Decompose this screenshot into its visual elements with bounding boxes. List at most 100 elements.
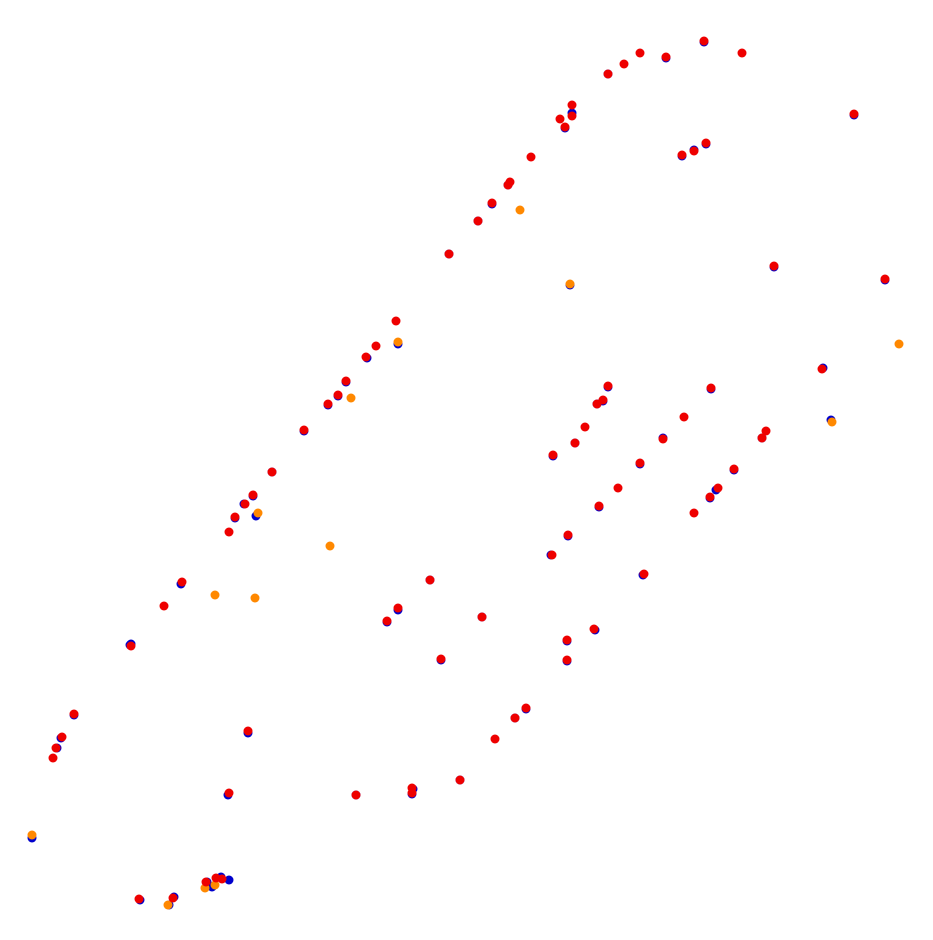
- series-layer: [27, 36, 904, 910]
- data-point: [163, 900, 173, 910]
- data-point: [701, 138, 711, 148]
- data-point: [562, 635, 572, 645]
- data-point: [243, 726, 253, 736]
- data-point: [503, 180, 513, 190]
- data-point: [407, 788, 417, 798]
- data-point: [210, 880, 220, 890]
- data-point: [473, 216, 483, 226]
- data-point: [603, 69, 613, 79]
- data-point: [689, 508, 699, 518]
- data-point: [689, 146, 699, 156]
- data-point: [210, 590, 220, 600]
- data-point: [477, 612, 487, 622]
- data-point: [526, 152, 536, 162]
- data-point: [248, 490, 258, 500]
- data-point: [250, 593, 260, 603]
- data-point: [613, 483, 623, 493]
- data-point: [487, 198, 497, 208]
- data-point: [589, 624, 599, 634]
- data-point: [570, 438, 580, 448]
- data-point: [299, 425, 309, 435]
- data-point: [567, 111, 577, 121]
- data-point: [382, 616, 392, 626]
- data-point: [253, 508, 263, 518]
- data-point: [713, 483, 723, 493]
- data-point: [201, 877, 211, 887]
- data-point: [880, 274, 890, 284]
- data-point: [51, 743, 61, 753]
- series-1: [27, 205, 904, 910]
- data-point: [515, 205, 525, 215]
- data-point: [168, 893, 178, 903]
- data-point: [444, 249, 454, 259]
- data-point: [565, 279, 575, 289]
- data-point: [240, 499, 250, 509]
- data-point: [134, 894, 144, 904]
- data-point: [706, 383, 716, 393]
- data-point: [393, 603, 403, 613]
- data-point: [635, 458, 645, 468]
- data-point: [333, 390, 343, 400]
- data-point: [393, 337, 403, 347]
- data-point: [849, 109, 859, 119]
- data-point: [351, 790, 361, 800]
- data-point: [677, 150, 687, 160]
- data-point: [661, 52, 671, 62]
- data-point: [436, 654, 446, 664]
- data-point: [177, 577, 187, 587]
- data-point: [217, 874, 227, 884]
- data-point: [560, 122, 570, 132]
- data-point: [230, 512, 240, 522]
- data-point: [341, 376, 351, 386]
- data-point: [594, 501, 604, 511]
- data-point: [548, 450, 558, 460]
- data-point: [455, 775, 465, 785]
- data-point: [737, 48, 747, 58]
- data-point: [567, 100, 577, 110]
- data-point: [547, 550, 557, 560]
- data-point: [27, 830, 37, 840]
- data-point: [48, 753, 58, 763]
- data-point: [425, 575, 435, 585]
- data-point: [57, 732, 67, 742]
- data-point: [325, 541, 335, 551]
- series-2: [48, 36, 890, 904]
- data-point: [361, 352, 371, 362]
- data-point: [619, 59, 629, 69]
- data-point: [510, 713, 520, 723]
- data-point: [705, 492, 715, 502]
- data-point: [580, 422, 590, 432]
- data-point: [894, 339, 904, 349]
- data-point: [592, 399, 602, 409]
- data-point: [563, 530, 573, 540]
- data-point: [757, 433, 767, 443]
- data-point: [555, 114, 565, 124]
- data-point: [224, 527, 234, 537]
- data-point: [729, 464, 739, 474]
- data-point: [562, 655, 572, 665]
- data-point: [769, 261, 779, 271]
- data-point: [126, 641, 136, 651]
- data-point: [679, 412, 689, 422]
- data-point: [69, 709, 79, 719]
- data-point: [267, 467, 277, 477]
- data-point: [699, 36, 709, 46]
- data-point: [521, 703, 531, 713]
- data-point: [635, 48, 645, 58]
- data-point: [827, 417, 837, 427]
- data-point: [639, 569, 649, 579]
- data-point: [159, 601, 169, 611]
- data-point: [490, 734, 500, 744]
- data-point: [391, 316, 401, 326]
- data-point: [346, 393, 356, 403]
- data-point: [817, 364, 827, 374]
- data-point: [658, 434, 668, 444]
- data-point: [323, 399, 333, 409]
- data-point: [603, 381, 613, 391]
- data-point: [224, 788, 234, 798]
- data-point: [224, 875, 234, 885]
- data-point: [371, 341, 381, 351]
- data-point: [761, 426, 771, 436]
